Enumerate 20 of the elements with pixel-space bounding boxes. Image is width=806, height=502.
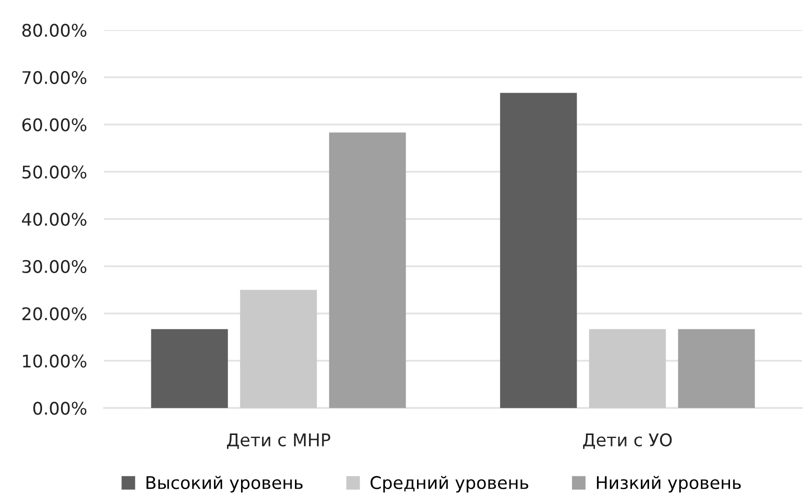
- x-tick-label: Дети с УО: [583, 433, 672, 449]
- legend-label: Средний уровень: [370, 476, 528, 493]
- y-tick-label: 70.00%: [22, 70, 86, 84]
- y-tick-label: 40.00%: [22, 212, 86, 226]
- x-tick-label: Дети с МНР: [226, 434, 330, 449]
- y-tick-label: 80.00%: [22, 24, 86, 37]
- y-tick-label: 60.00%: [22, 118, 86, 132]
- y-tick-label: 30.00%: [22, 260, 86, 274]
- bar: [678, 329, 755, 408]
- bar: [329, 132, 406, 408]
- bar: [240, 290, 317, 408]
- y-tick-label: 0.00%: [33, 402, 86, 415]
- bar: [151, 329, 228, 408]
- legend-label: Высокий уровень: [146, 476, 303, 493]
- y-tick-label: 50.00%: [22, 165, 86, 179]
- y-tick-label: 20.00%: [22, 307, 86, 320]
- y-tick-label: 10.00%: [23, 354, 86, 368]
- legend-label: Низкий уровень: [596, 476, 741, 493]
- bar: [500, 92, 577, 408]
- bar: [589, 329, 666, 408]
